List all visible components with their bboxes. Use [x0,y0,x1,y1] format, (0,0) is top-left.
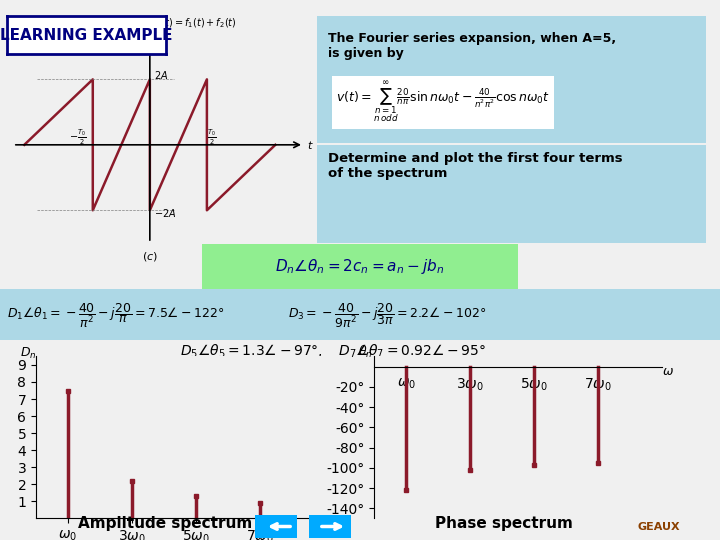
Text: $(c)$: $(c)$ [142,250,158,263]
Text: $f_3(t) = f_1(t) + f_2(t)$: $f_3(t) = f_1(t) + f_2(t)$ [153,17,236,30]
Text: $D_n\angle\theta_n = 2c_n = a_n - jb_n$: $D_n\angle\theta_n = 2c_n = a_n - jb_n$ [276,257,444,276]
Text: $\frac{T_0}{2}$: $\frac{T_0}{2}$ [207,128,216,147]
Text: $2A$: $2A$ [154,69,168,82]
FancyBboxPatch shape [313,145,709,245]
Text: $-2A$: $-2A$ [154,207,177,219]
FancyBboxPatch shape [255,515,297,538]
Text: $\omega$: $\omega$ [324,517,336,530]
Text: $\omega$: $\omega$ [662,364,675,377]
Text: $v(t)=\sum_{\substack{n=1 \\ n\,odd}}^{\infty}\frac{20}{n\pi}\sin n\omega_0 t - : $v(t)=\sum_{\substack{n=1 \\ n\,odd}}^{\… [336,80,550,125]
Text: Determine and plot the first four terms
of the spectrum: Determine and plot the first four terms … [328,152,623,180]
Text: $D_n$: $D_n$ [20,346,37,361]
FancyBboxPatch shape [313,14,709,143]
Text: $t$: $t$ [307,139,313,151]
Text: LEARNING EXAMPLE: LEARNING EXAMPLE [0,28,173,43]
Text: Amplitude spectrum: Amplitude spectrum [78,516,253,531]
Text: $D_3 = -\dfrac{40}{9\pi^2} - j\dfrac{20}{3\pi} = 2.2\angle-102°$: $D_3 = -\dfrac{40}{9\pi^2} - j\dfrac{20}… [288,302,486,330]
FancyBboxPatch shape [310,515,351,538]
Text: $D_5\angle\theta_5 = 1.3\angle-97°,\quad D_7\angle\theta_7 = 0.92\angle-95°$: $D_5\angle\theta_5 = 1.3\angle-97°,\quad… [180,342,486,360]
Text: $D_1\angle\theta_1 = -\dfrac{40}{\pi^2} - j\dfrac{20}{\pi} = 7.5\angle-122°$: $D_1\angle\theta_1 = -\dfrac{40}{\pi^2} … [7,302,225,330]
Text: $-\frac{T_0}{2}$: $-\frac{T_0}{2}$ [70,128,87,147]
Text: The Fourier series expansion, when A=5,
is given by: The Fourier series expansion, when A=5, … [328,32,616,60]
FancyBboxPatch shape [0,289,720,341]
Text: Phase spectrum: Phase spectrum [435,516,573,531]
Text: $\theta_n$: $\theta_n$ [359,345,373,361]
FancyBboxPatch shape [202,244,518,289]
Text: GEAUX: GEAUX [637,522,680,531]
